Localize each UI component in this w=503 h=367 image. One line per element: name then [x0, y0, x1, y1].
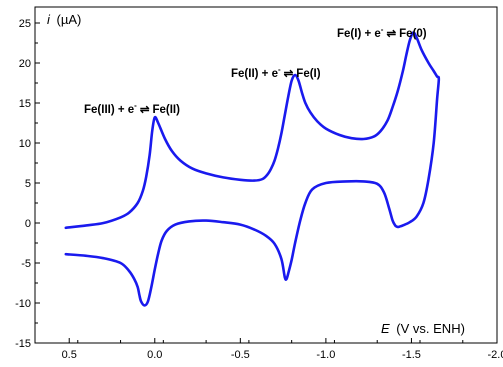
x-tick-label: -1.0: [316, 349, 335, 361]
y-axis-ticks: -15 -10 -5 0 5 10 15 20 25: [15, 18, 40, 350]
annotation-fe1-fe0-main: Fe(I) + e: [337, 28, 381, 40]
annotation-fe3-fe2-arrow: ⇌: [140, 104, 150, 116]
y-tick-label: -10: [15, 298, 31, 310]
annotation-fe1-fe0-arrow: ⇌: [386, 28, 396, 40]
annotation-fe1-fe0-tail: Fe(0): [399, 28, 427, 40]
y-tick-label: 20: [19, 58, 31, 70]
x-axis-unit: (V vs. ENH): [396, 321, 465, 336]
annotation-fe2-fe1-arrow: ⇌: [284, 68, 294, 80]
y-tick-label: 15: [19, 98, 31, 110]
y-axis-symbol: i: [47, 12, 51, 27]
annotation-fe3-fe2-sup: -: [134, 101, 137, 110]
cv-curve: [64, 31, 441, 307]
x-tick-label: -2.0: [488, 349, 503, 361]
annotation-fe1-fe0: Fe(I) + e- ⇌ Fe(0): [337, 25, 427, 40]
annotation-fe2-fe1: Fe(II) + e- ⇌ Fe(I): [231, 65, 321, 80]
x-axis-ticks: 0.5 0.0 -0.5 -1.0 -1.5 -2.0: [34, 338, 503, 361]
x-axis-symbol: E: [381, 321, 390, 336]
y-tick-label: -15: [15, 338, 31, 350]
x-axis-title: E (V vs. ENH): [381, 321, 465, 336]
annotation-fe3-fe2-tail: Fe(II): [152, 104, 180, 116]
x-tick-label: -1.5: [402, 349, 421, 361]
x-tick-label: -0.5: [231, 349, 250, 361]
annotation-fe2-fe1-sup: -: [278, 65, 281, 74]
x-tick-label: 0.0: [147, 349, 162, 361]
annotation-fe3-fe2: Fe(III) + e- ⇌ Fe(II): [84, 101, 180, 116]
annotation-fe2-fe1-tail: Fe(I): [296, 68, 320, 80]
y-tick-label: 10: [19, 138, 31, 150]
annotation-fe2-fe1-main: Fe(II) + e: [231, 68, 278, 80]
y-axis-unit: (µA): [57, 12, 82, 27]
annotation-fe3-fe2-main: Fe(III) + e: [84, 104, 134, 116]
y-tick-label: 25: [19, 18, 31, 30]
y-tick-label: -5: [21, 258, 31, 270]
y-tick-label: 0: [25, 218, 31, 230]
x-tick-label: 0.5: [62, 349, 77, 361]
plot-frame: [34, 6, 498, 344]
annotation-fe1-fe0-sup: -: [381, 25, 384, 34]
y-axis-title: i (µA): [47, 12, 81, 27]
y-tick-label: 5: [25, 178, 31, 190]
